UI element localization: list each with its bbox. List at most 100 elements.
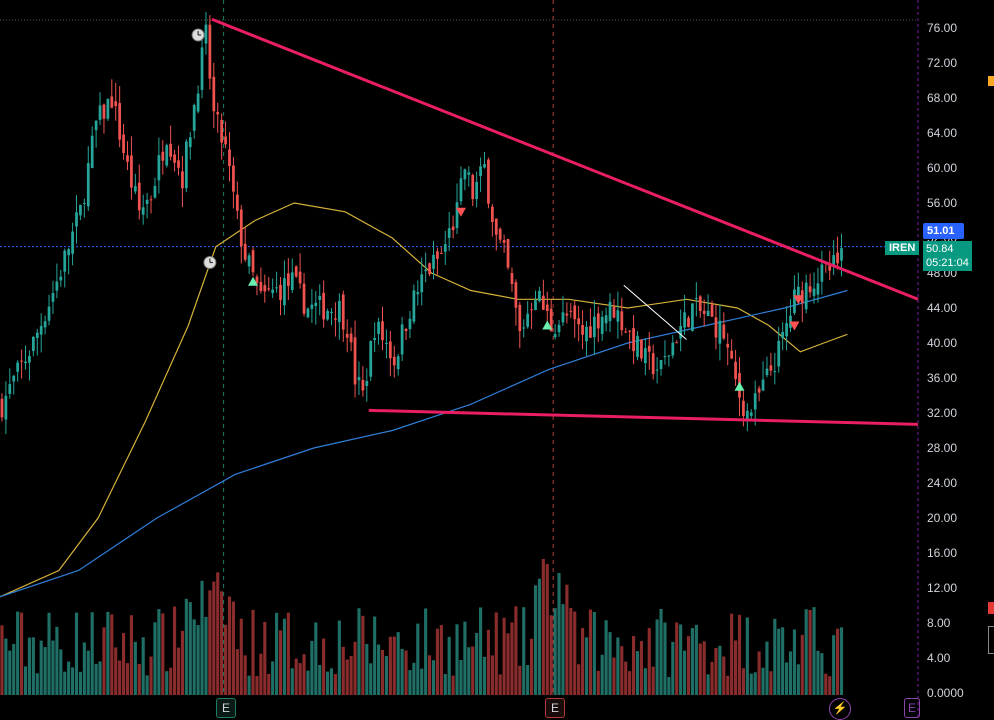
candle-body xyxy=(0,398,4,418)
volume-bar xyxy=(690,628,694,695)
volume-bar xyxy=(498,674,502,695)
candle-body xyxy=(600,316,604,334)
candle-body xyxy=(173,154,176,163)
earnings-badge-edge[interactable]: E xyxy=(904,698,920,718)
volume-bar xyxy=(361,615,365,695)
candle-body xyxy=(702,310,706,314)
candle-body xyxy=(522,327,526,329)
volume-bar xyxy=(251,609,255,695)
candle-body xyxy=(361,379,365,391)
lightning-badge[interactable]: ⚡ xyxy=(829,698,851,720)
candle-body xyxy=(640,339,643,359)
candle-body xyxy=(161,151,165,161)
candle-body xyxy=(479,166,482,177)
price-tick-label: 44.00 xyxy=(927,301,957,315)
candle-body xyxy=(796,286,800,297)
volume-bar xyxy=(518,665,522,695)
candle-body xyxy=(683,312,686,328)
volume-bar xyxy=(408,670,412,695)
volume-bar xyxy=(12,643,16,695)
candle-body xyxy=(169,143,173,157)
candle-body xyxy=(691,303,694,331)
candle-body xyxy=(463,169,467,180)
candle-body xyxy=(377,321,380,334)
candle-body xyxy=(722,324,726,339)
volume-bar xyxy=(796,664,800,695)
candle-body xyxy=(840,248,843,261)
volume-bar xyxy=(557,572,561,695)
volume-bar xyxy=(424,608,428,695)
candle-body xyxy=(549,308,553,332)
candle-body xyxy=(471,174,475,200)
volume-bar xyxy=(486,629,490,695)
candle-body xyxy=(659,360,663,370)
countdown-timer: 05:21:04 xyxy=(926,257,969,269)
volume-bar xyxy=(596,670,600,695)
volume-bar xyxy=(220,591,224,695)
candle-body xyxy=(628,330,632,332)
volume-bar xyxy=(157,609,161,695)
last-price-tag: 50.84 05:21:04 xyxy=(923,241,972,271)
candle-body xyxy=(232,165,235,192)
earnings-badge-1[interactable]: E xyxy=(216,698,236,718)
candle-body xyxy=(416,292,420,295)
volume-bar xyxy=(635,651,640,695)
volume-bar xyxy=(584,637,589,695)
volume-bar xyxy=(94,663,98,695)
volume-bar xyxy=(235,649,239,695)
volume-bar xyxy=(329,668,334,695)
candle-body xyxy=(184,141,188,189)
price-tick-label: 28.00 xyxy=(927,441,957,455)
candle-body xyxy=(263,285,267,292)
candle-body xyxy=(224,136,227,145)
candle-body xyxy=(526,313,530,327)
volume-bar xyxy=(196,625,200,695)
symbol-tag[interactable]: IREN xyxy=(885,241,920,255)
candle-body xyxy=(349,333,353,343)
candle-body xyxy=(353,337,357,385)
candle-body xyxy=(439,253,443,255)
volume-bar xyxy=(310,640,314,695)
volume-bar xyxy=(380,649,385,695)
volume-bar xyxy=(306,670,310,695)
candle-body xyxy=(16,362,20,372)
volume-bar xyxy=(730,613,734,695)
candle-body xyxy=(585,326,588,342)
candle-body xyxy=(67,249,71,256)
candle-body xyxy=(122,134,125,153)
volume-bar xyxy=(216,572,220,695)
offscreen-red-marker xyxy=(988,602,994,614)
volume-bar xyxy=(129,615,133,695)
volume-bar xyxy=(396,632,400,695)
volume-bar xyxy=(78,671,82,695)
price-tick-label: 36.00 xyxy=(927,371,957,385)
volume-bar xyxy=(471,646,475,695)
price-tick-label: 40.00 xyxy=(927,336,957,350)
candle-body xyxy=(804,282,808,310)
earnings-badge-2[interactable]: E xyxy=(545,698,565,718)
candle-body xyxy=(59,276,63,281)
candle-body xyxy=(655,369,659,371)
earnings-flag-icon: E xyxy=(221,701,230,715)
candle-body xyxy=(726,343,730,348)
candle-body xyxy=(424,269,428,272)
volume-bar xyxy=(612,657,616,695)
candle-body xyxy=(330,311,333,314)
volume-bar xyxy=(745,617,749,695)
volume-bar xyxy=(322,638,326,695)
volume-bar xyxy=(416,623,420,695)
candle-body xyxy=(498,228,502,240)
volume-bar xyxy=(137,663,141,695)
volume-bar xyxy=(282,618,286,695)
volume-bar xyxy=(435,628,439,695)
volume-bar xyxy=(145,675,149,695)
volume-bar xyxy=(294,658,298,695)
volume-bar xyxy=(98,661,102,695)
candle-body xyxy=(714,317,718,338)
candle-body xyxy=(239,209,243,247)
volume-bar xyxy=(318,665,322,695)
volume-bar xyxy=(302,654,306,695)
volume-bar xyxy=(204,616,208,695)
candle-body xyxy=(337,300,341,323)
